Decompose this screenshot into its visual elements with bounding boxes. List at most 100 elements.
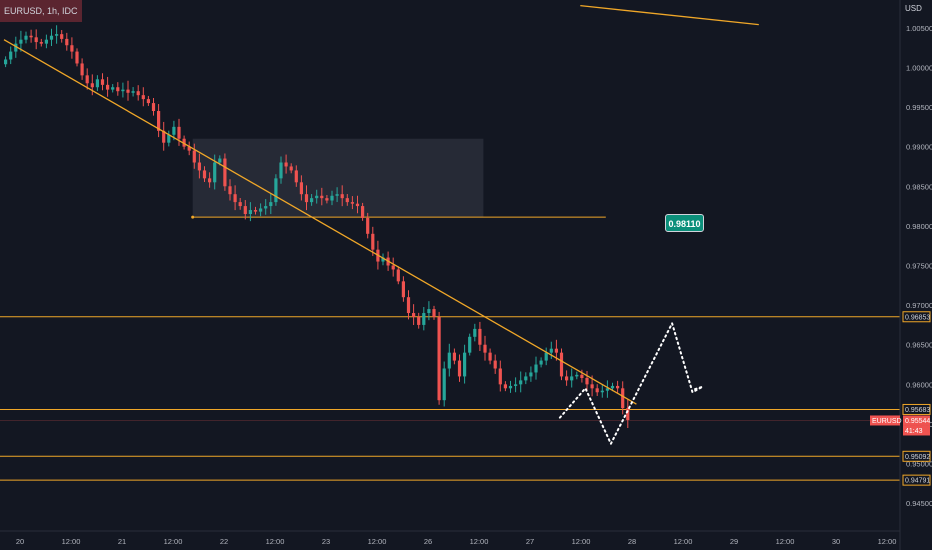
candle-body (554, 348, 558, 353)
time-tick-label: 27 (526, 537, 534, 546)
candle-body (355, 203, 360, 207)
candle-body (162, 130, 166, 143)
candle-body (95, 79, 99, 88)
candle-body (590, 384, 594, 389)
candle-body (284, 162, 288, 167)
candle-body (503, 384, 507, 389)
price-tick-label: 1.00000 (906, 63, 932, 72)
time-tick-label: 12:00 (470, 537, 489, 546)
candle-body (432, 309, 436, 317)
support-line-anchor (191, 215, 195, 219)
time-tick-label: 23 (322, 537, 330, 546)
time-tick-label: 12:00 (164, 537, 183, 546)
horizontal-levels-layer (0, 215, 900, 481)
level-price-label: 0.94791 (905, 478, 930, 485)
candle-body (228, 186, 232, 195)
current-price-label: 0.95544 (905, 418, 930, 425)
candle-body (126, 89, 130, 93)
candle-body (621, 388, 625, 409)
candle-body (605, 388, 609, 391)
candle-body (218, 158, 222, 163)
price-tick-label: 0.96000 (906, 380, 932, 389)
candle-body (24, 35, 28, 40)
time-tick-label: 12:00 (62, 537, 81, 546)
candle-body (100, 79, 105, 85)
level-price-tag (902, 450, 931, 462)
candle-body (549, 348, 553, 353)
candle-body (213, 162, 217, 183)
price-tick-label: 0.99500 (906, 103, 932, 112)
candle-body (427, 309, 431, 314)
symbol-price-label: EURUSD (872, 418, 902, 425)
candle-body (626, 408, 630, 420)
candle-body (70, 45, 74, 52)
consolidation-zone-layer (192, 138, 484, 218)
candle-body (136, 91, 140, 96)
candle-body (565, 376, 569, 381)
price-tick-label: 0.98500 (906, 182, 932, 191)
time-tick-label: 20 (16, 537, 24, 546)
candle-body (539, 360, 543, 365)
candle-body (310, 198, 314, 203)
candle-body (44, 39, 48, 44)
candle-body (4, 59, 8, 65)
price-tick-label: 0.97000 (906, 301, 932, 310)
candle-body (478, 328, 482, 345)
time-axis[interactable]: 20 12:00 21 12:00 22 12:00 23 12:00 26 12:00 27 12:… (16, 537, 897, 546)
candle-body (192, 150, 196, 163)
price-tick-label: 0.94500 (906, 499, 932, 508)
downtrend-line (3, 39, 637, 405)
candle-body (610, 385, 615, 389)
candle-body (570, 376, 574, 381)
candle-body (157, 111, 161, 131)
price-callout-label[interactable]: 0.98110 (665, 214, 704, 232)
candle-body (600, 390, 604, 393)
upper-trend-line (580, 4, 759, 26)
level-price-label: 0.95092 (905, 454, 930, 461)
time-tick-label: 12:00 (368, 537, 387, 546)
candle-body (442, 368, 446, 401)
candle-body (391, 265, 395, 270)
candle-body (9, 51, 13, 60)
time-tick-label: 28 (628, 537, 636, 546)
time-tick-label: 12:00 (776, 537, 795, 546)
candle-body (529, 372, 533, 377)
candle-body (116, 87, 120, 92)
candle-body (65, 38, 69, 46)
price-tick-label: 0.98000 (906, 222, 932, 231)
candle-body (223, 158, 227, 187)
candle-body (131, 91, 135, 93)
candle-body (463, 352, 467, 377)
price-tick-label: 0.96500 (906, 341, 932, 350)
candle-body (19, 39, 23, 44)
candle-body (49, 35, 54, 40)
candle-body (401, 281, 405, 298)
candle-body (75, 51, 79, 64)
time-tick-label: 12:00 (674, 537, 693, 546)
candle-body (182, 138, 186, 147)
symbol-legend[interactable]: EURUSD, 1h, IDC (0, 0, 82, 22)
candle-body (85, 75, 89, 84)
candle-body (498, 368, 502, 385)
candle-body (172, 126, 176, 135)
candle-body (253, 210, 258, 212)
candle-body (488, 352, 492, 361)
candle-body (371, 233, 375, 250)
candle-body (422, 313, 426, 325)
candle-body (106, 84, 110, 90)
candle-body (29, 35, 33, 38)
countdown-tag (903, 425, 930, 436)
candle-body (452, 352, 456, 361)
candle-body (289, 166, 293, 171)
candle-body (80, 63, 84, 76)
projected-path (558, 320, 704, 447)
candle-body (417, 317, 421, 325)
candle-body (345, 198, 349, 203)
candle-body (366, 217, 370, 234)
candle-body (279, 162, 283, 179)
currency-unit-label: USD (905, 4, 922, 13)
candle-body (559, 352, 564, 377)
level-price-tag (902, 311, 931, 323)
